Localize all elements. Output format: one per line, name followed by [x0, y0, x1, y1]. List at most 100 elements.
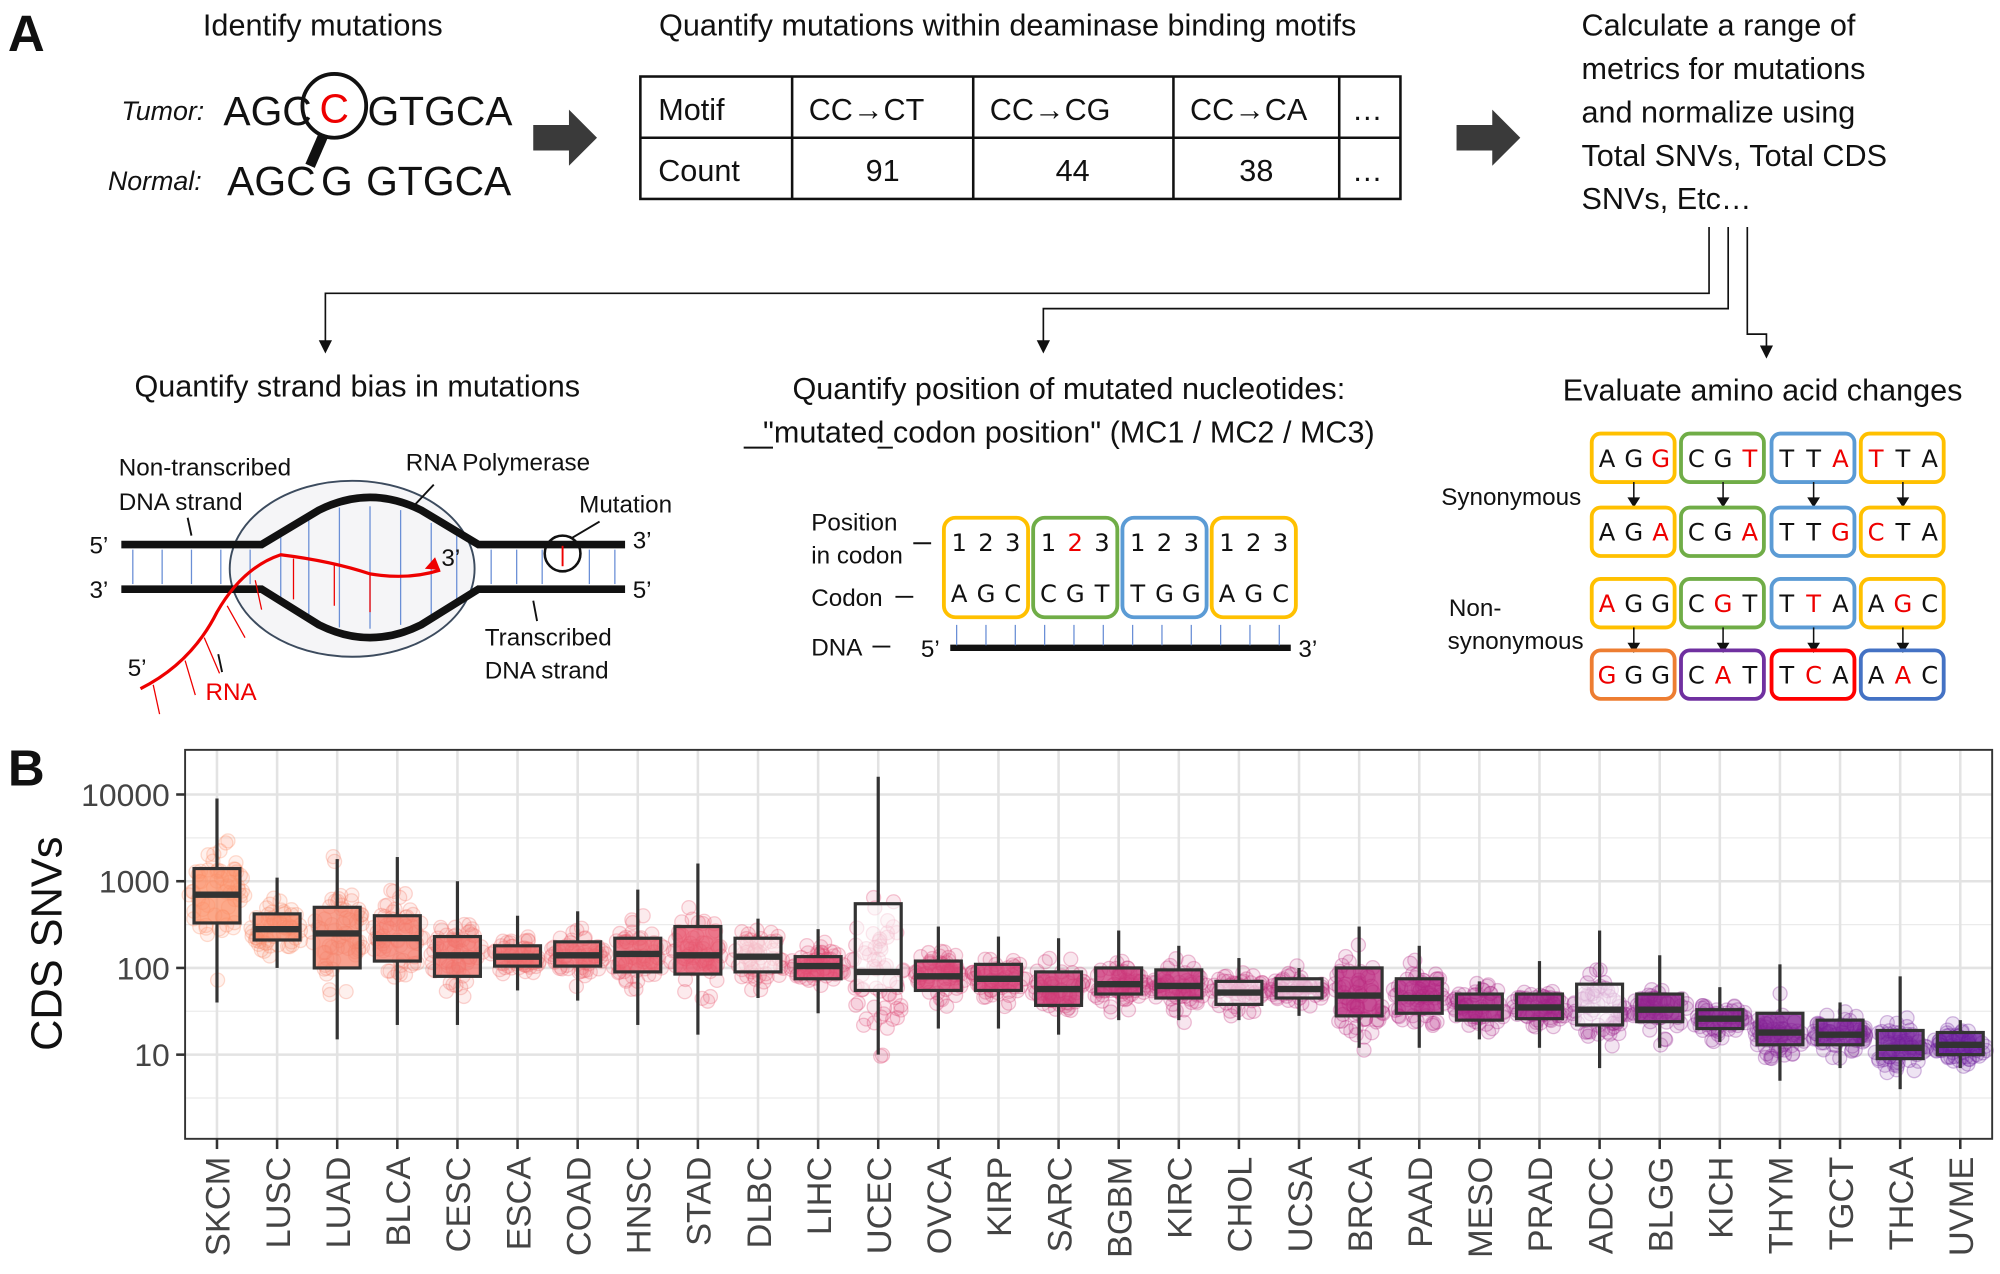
amino-codon-base: A — [1652, 519, 1669, 547]
x-tick-label: CHOL — [1222, 1157, 1260, 1253]
data-point — [1762, 1050, 1779, 1066]
x-tick-label: BLGG — [1642, 1157, 1680, 1253]
down-arrow-icon — [1896, 497, 1910, 508]
amino-codon-base: G — [1624, 519, 1643, 547]
codon-box — [1209, 515, 1298, 620]
normal-prefix: AGC — [227, 158, 315, 204]
data-point — [893, 1002, 909, 1018]
label-mutation: Mutation — [579, 492, 672, 519]
y-axis-title: CDS SNVs — [23, 837, 71, 1051]
data-point — [1176, 1002, 1192, 1018]
x-tick-label: LIHC — [801, 1157, 839, 1235]
strand-bias-diagram: Quantify strand bias in mutations Non-tr… — [89, 370, 672, 715]
label-rna: RNA — [206, 679, 258, 706]
connector-arrows — [318, 226, 1774, 359]
codon-position-number: 1 — [951, 529, 966, 557]
amino-codon-base: C — [1688, 519, 1705, 547]
x-tick-label: LUSC — [260, 1157, 298, 1249]
x-tick-label: SARC — [1041, 1157, 1079, 1253]
amino-codon-base: A — [1921, 519, 1938, 547]
plot-area — [185, 749, 1993, 1139]
data-point — [677, 984, 693, 1000]
x-tick-label: KIRP — [981, 1157, 1019, 1237]
data-point — [520, 929, 536, 945]
x-tick-label: KIRC — [1162, 1157, 1200, 1239]
x-tick-label: DLBC — [741, 1157, 779, 1249]
data-point — [1588, 962, 1605, 978]
x-tick-label: THYM — [1763, 1157, 1801, 1255]
data-point — [281, 939, 298, 955]
magnifier-handle — [305, 134, 328, 168]
data-point — [875, 1006, 892, 1022]
data-point — [253, 942, 269, 958]
metrics-line: and normalize using — [1582, 95, 1856, 129]
codon-position-number: 2 — [1068, 529, 1083, 557]
box-iqr — [853, 902, 903, 993]
down-arrow-icon — [1807, 497, 1821, 508]
x-tick-label: ADCC — [1582, 1157, 1620, 1255]
amino-codon-base: T — [1894, 519, 1910, 547]
down-arrow-icon — [1716, 642, 1730, 653]
codon-base: G — [1182, 580, 1201, 608]
x-tick-label: SKCM — [200, 1157, 238, 1256]
position-label: in codon — [811, 543, 903, 570]
amino-codon-base: G — [1651, 662, 1670, 690]
panel-label-b: B — [8, 740, 45, 797]
motif-section: Quantify mutations within deaminase bind… — [639, 9, 1402, 201]
box-iqr — [1575, 982, 1625, 1027]
codon-position-number: 2 — [1157, 529, 1172, 557]
metrics-line: Total SNVs, Total CDS — [1582, 139, 1888, 173]
metrics-line: metrics for mutations — [1582, 52, 1866, 86]
y-tick-label: 10 — [134, 1037, 169, 1073]
data-point — [262, 948, 278, 964]
data-point — [1759, 1046, 1775, 1062]
motif-cell: 91 — [866, 154, 900, 188]
data-point — [1582, 966, 1598, 982]
motif-header: Motif — [658, 93, 725, 127]
x-tick-label: KICH — [1703, 1157, 1741, 1239]
amino-codon-base: A — [1832, 590, 1849, 618]
data-point — [379, 897, 395, 913]
amino-codon-box — [1679, 648, 1766, 701]
codon-position-diagram: Quantify position of mutated nucleotides… — [743, 372, 1375, 663]
box-iqr — [1875, 1028, 1925, 1061]
data-point — [618, 973, 634, 989]
dna-3prime: 3’ — [1298, 636, 1317, 663]
codon-position-number: 1 — [1041, 529, 1056, 557]
x-tick-label: COAD — [560, 1157, 598, 1256]
motif-title: Quantify mutations within deaminase bind… — [659, 9, 1356, 43]
amino-codon-base: A — [1599, 519, 1616, 547]
amino-codon-base: G — [1714, 445, 1733, 473]
data-point — [873, 1048, 889, 1064]
label-non-transcribed: Non-transcribed — [119, 455, 291, 482]
data-point — [1000, 995, 1017, 1011]
x-tick-label: BRCA — [1342, 1157, 1380, 1253]
data-point — [893, 998, 909, 1014]
codon-base: C — [1004, 580, 1021, 608]
codon-position-number: 3 — [1273, 529, 1288, 557]
codon-box — [941, 515, 1030, 620]
data-point — [461, 917, 477, 933]
amino-title: Evaluate amino acid changes — [1563, 373, 1963, 407]
data-point — [200, 847, 216, 863]
x-tick-label: PAAD — [1402, 1157, 1440, 1248]
motif-cell: 38 — [1239, 154, 1273, 188]
data-point — [322, 986, 338, 1003]
label-5prime: 5’ — [89, 532, 108, 559]
amino-codon-base: T — [1741, 662, 1757, 690]
normal-suffix: GTGCA — [366, 158, 512, 204]
amino-codon-base: C — [1688, 445, 1705, 473]
x-tick-label: UCEC — [861, 1157, 899, 1255]
data-point — [199, 926, 216, 943]
amino-codon-base: G — [1624, 662, 1643, 690]
data-point — [1120, 1002, 1137, 1018]
data-point — [256, 943, 272, 959]
data-point — [1955, 1058, 1972, 1074]
x-tick-label: CESC — [440, 1157, 478, 1253]
data-point — [438, 983, 455, 999]
amino-codon-base: A — [1895, 662, 1912, 690]
tumor-prefix: AGC — [223, 88, 311, 134]
data-point — [220, 833, 236, 849]
codon-base: G — [977, 580, 996, 608]
